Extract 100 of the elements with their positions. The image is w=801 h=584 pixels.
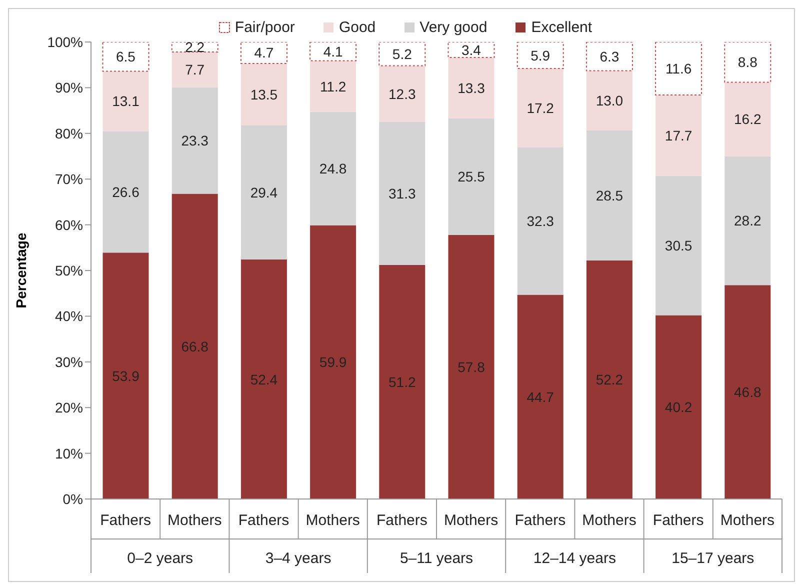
bar: [102, 131, 149, 253]
legend-label: Fair/poor: [234, 19, 295, 36]
bar: [448, 42, 495, 58]
text: 15–17 years: [672, 550, 754, 567]
bar: [656, 95, 702, 176]
data-label: 57.8: [458, 358, 486, 375]
bar: [516, 42, 564, 70]
bar: [310, 225, 356, 499]
text: 0–2 years: [127, 550, 194, 567]
x-tick-label: Mothers: [582, 512, 636, 529]
data-label: 30.5: [664, 238, 692, 254]
data-label: 13.3: [458, 80, 486, 96]
bar: [586, 260, 632, 499]
y-tick-label: 30%: [54, 354, 83, 370]
x-tick-label: Mothers: [720, 512, 775, 529]
data-label: 28.2: [734, 212, 762, 229]
data-label: 4.1: [323, 43, 343, 60]
data-label: 6.3: [600, 48, 620, 64]
legend-label: Very good: [418, 19, 488, 36]
bar: [102, 252, 149, 499]
x-tick-label: Fathers: [238, 512, 290, 529]
legend-label: Excellent: [530, 19, 592, 36]
data-label: 16.2: [734, 111, 762, 128]
bar: [586, 130, 632, 260]
y-tick-label: 0%: [62, 490, 83, 507]
text: 5–11 years: [400, 550, 474, 567]
bar: [172, 194, 218, 499]
x-tick-label: Mothers: [306, 512, 360, 529]
y-axis-title: Percentage: [12, 232, 29, 308]
y-tick-label: 50%: [54, 262, 83, 278]
y-tick-label: 70%: [54, 171, 83, 188]
bar: [517, 68, 564, 148]
data-label: 6.5: [116, 48, 136, 65]
x-tick-label: Fathers: [100, 512, 151, 529]
data-label: 46.8: [734, 384, 762, 400]
data-label: 3.4: [462, 42, 482, 58]
bar: [724, 42, 772, 83]
y-tick-label: 100%: [47, 34, 83, 50]
y-tick-label: 60%: [54, 216, 83, 233]
bar: [448, 118, 494, 235]
data-label: 5.2: [392, 46, 412, 62]
bar: [448, 234, 494, 499]
y-tick-label: 40%: [54, 308, 83, 324]
data-label: 13.1: [112, 93, 140, 110]
y-tick-label: 90%: [54, 80, 83, 96]
x-tick-label: Fathers: [376, 512, 428, 529]
data-label: 66.8: [181, 338, 209, 354]
data-label: 32.3: [526, 212, 554, 229]
x-tick-label: Fathers: [652, 512, 704, 529]
bar: [586, 70, 632, 130]
bar: [172, 52, 218, 88]
data-label: 25.5: [458, 168, 486, 185]
data-label: 52.4: [250, 371, 278, 388]
bar: [240, 125, 287, 260]
bar: [240, 63, 287, 126]
data-label: 53.9: [112, 368, 140, 384]
data-label: 2.2: [185, 39, 205, 56]
data-label: 7.7: [185, 62, 205, 78]
bar: [102, 42, 150, 72]
y-tick-label: 20%: [54, 400, 83, 416]
data-label: 17.2: [526, 100, 554, 116]
data-label: 51.2: [388, 374, 416, 390]
data-label: 8.8: [738, 54, 758, 70]
x-tick-label: Mothers: [444, 512, 498, 529]
x-tick-label: Mothers: [168, 512, 222, 529]
bar: [517, 294, 564, 499]
text: 3–4 years: [265, 550, 332, 567]
bar: [656, 315, 702, 499]
bar: [655, 42, 702, 96]
bar: [310, 112, 356, 226]
bar: [379, 66, 426, 122]
bar: [724, 82, 771, 156]
bar: [586, 42, 633, 72]
bar: [102, 71, 149, 132]
data-label: 29.4: [250, 184, 278, 200]
data-label: 28.5: [596, 187, 624, 204]
bar: [240, 42, 288, 64]
data-label: 26.6: [112, 184, 140, 200]
bar: [172, 87, 218, 194]
data-label: 5.9: [530, 47, 550, 64]
bar: [724, 285, 771, 499]
bar: [310, 42, 357, 62]
data-label: 31.3: [388, 185, 416, 202]
data-label: 40.2: [664, 399, 692, 416]
bar: [310, 60, 356, 112]
bar: [724, 156, 771, 286]
y-tick-label: 10%: [54, 445, 83, 462]
data-label: 59.9: [319, 354, 347, 370]
data-label: 13.0: [596, 92, 624, 108]
bar: [378, 42, 426, 66]
data-label: 13.5: [250, 86, 278, 102]
y-tick-label: 80%: [54, 125, 83, 142]
bar: [448, 58, 494, 118]
data-label: 23.3: [181, 132, 209, 148]
data-label: 11.2: [320, 78, 346, 94]
bar: [656, 176, 702, 316]
bar: [379, 122, 426, 266]
data-label: 52.2: [596, 372, 624, 388]
bar: [240, 260, 287, 499]
legend-label: Good: [338, 19, 376, 36]
